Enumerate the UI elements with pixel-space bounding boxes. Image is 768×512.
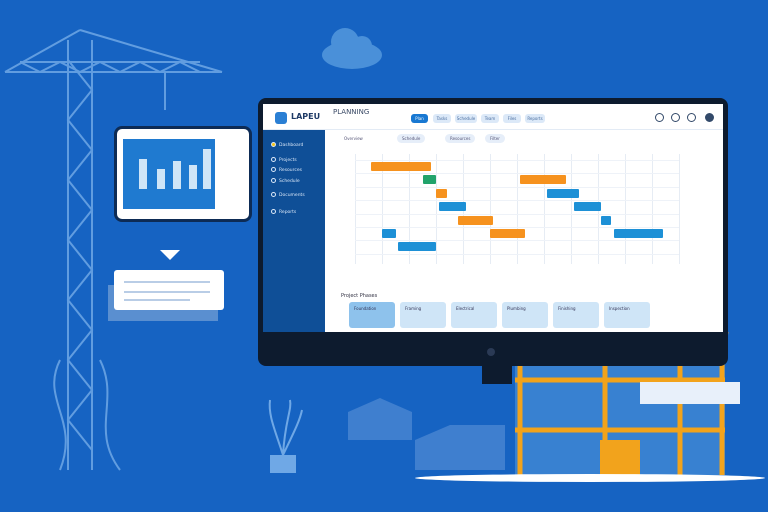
phase-card-label: Framing [405, 306, 422, 311]
gantt-gridline [436, 154, 437, 264]
houses-icon [268, 398, 505, 473]
monitor: LAPEU PLANNING Plan Tasks Schedule Team … [258, 98, 728, 366]
nav-files[interactable]: Files [503, 114, 521, 123]
chart-window-illustration [114, 126, 252, 222]
phase-card[interactable]: Plumbing [502, 302, 548, 328]
gantt-task-bar[interactable] [436, 188, 447, 198]
gantt-gridline [679, 154, 680, 264]
top-bar: LAPEU PLANNING Plan Tasks Schedule Team … [263, 104, 723, 130]
gantt-task-bar[interactable] [382, 229, 396, 238]
filter-button[interactable]: Filter [485, 134, 505, 143]
documents-icon [271, 192, 276, 197]
nav-reports[interactable]: Reports [525, 114, 545, 123]
phase-card[interactable]: Finishing [553, 302, 599, 328]
cloud-icon [322, 28, 382, 69]
logo-icon [275, 112, 287, 124]
sidebar: Dashboard Projects Resources Schedule Do… [263, 130, 325, 332]
gantt-row-line [355, 240, 679, 242]
gantt-row-line [355, 253, 679, 255]
filter-overview[interactable]: Overview [344, 136, 363, 141]
gantt-row-line [355, 186, 679, 188]
gantt-gridline [382, 154, 383, 264]
app-title: PLANNING [333, 108, 370, 116]
phase-card[interactable]: Electrical [451, 302, 497, 328]
crane-icon [4, 29, 223, 471]
power-button [487, 348, 495, 356]
sidebar-item-resources[interactable]: Resources [271, 167, 302, 173]
filter-schedule[interactable]: Schedule [397, 134, 426, 143]
help-icon[interactable] [687, 113, 696, 122]
nav-team[interactable]: Team [481, 114, 499, 123]
sidebar-item-projects[interactable]: Projects [271, 157, 297, 163]
phase-card-label: Foundation [354, 306, 377, 311]
app-screen: LAPEU PLANNING Plan Tasks Schedule Team … [263, 104, 723, 332]
dashboard-icon [271, 142, 276, 147]
gantt-task-bar[interactable] [490, 229, 526, 238]
gantt-row-line [355, 160, 679, 161]
brand-name: LAPEU [291, 112, 321, 121]
gantt-gridline [517, 154, 518, 264]
gantt-task-bar[interactable] [422, 175, 436, 185]
resources-icon [271, 167, 276, 172]
sidebar-item-dashboard[interactable]: Dashboard [271, 142, 303, 148]
gantt-row-line [355, 200, 679, 202]
projects-icon [271, 157, 276, 162]
phase-card-label: Inspection [609, 306, 630, 311]
nav-tasks[interactable]: Tasks [433, 114, 451, 123]
gantt-task-bar[interactable] [519, 175, 566, 185]
gantt-row-line [355, 213, 679, 215]
gantt-gridline [490, 154, 491, 264]
gantt-task-bar[interactable] [438, 202, 466, 212]
notification-icon[interactable] [671, 113, 680, 122]
sidebar-item-schedule[interactable]: Schedule [271, 178, 300, 184]
gantt-chart [355, 154, 685, 264]
gantt-task-bar[interactable] [614, 229, 663, 238]
reports-icon [271, 209, 276, 214]
gantt-gridline [571, 154, 572, 264]
phase-card[interactable]: Foundation [349, 302, 395, 328]
gantt-gridline [544, 154, 545, 264]
gantt-gridline [652, 154, 653, 264]
avatar[interactable] [705, 113, 714, 122]
sidebar-item-reports[interactable]: Reports [271, 209, 296, 215]
gantt-task-bar[interactable] [573, 202, 601, 212]
gantt-gridline [409, 154, 410, 264]
phase-card[interactable]: Inspection [604, 302, 650, 328]
gantt-gridline [625, 154, 626, 264]
gantt-task-bar[interactable] [546, 188, 580, 198]
gantt-task-bar[interactable] [457, 215, 493, 225]
settings-icon[interactable] [655, 113, 664, 122]
gantt-task-bar[interactable] [600, 215, 612, 225]
schedule-icon [271, 178, 276, 183]
phase-card[interactable]: Framing [400, 302, 446, 328]
section-title: Project Phases [341, 293, 378, 299]
nav-schedule[interactable]: Schedule [455, 114, 477, 123]
gantt-row-line [355, 227, 679, 228]
phase-card-label: Plumbing [507, 306, 526, 311]
gantt-row-line [355, 173, 679, 175]
phase-card-label: Finishing [558, 306, 576, 311]
phase-card-label: Electrical [456, 306, 475, 311]
gantt-gridline [355, 154, 356, 264]
document-card-icon [108, 250, 224, 321]
filter-resources[interactable]: Resources [445, 134, 476, 143]
gantt-task-bar[interactable] [371, 162, 431, 171]
sidebar-item-documents[interactable]: Documents [271, 192, 305, 198]
gantt-task-bar[interactable] [398, 242, 436, 252]
nav-plan[interactable]: Plan [411, 114, 428, 123]
monitor-stand [482, 366, 512, 384]
